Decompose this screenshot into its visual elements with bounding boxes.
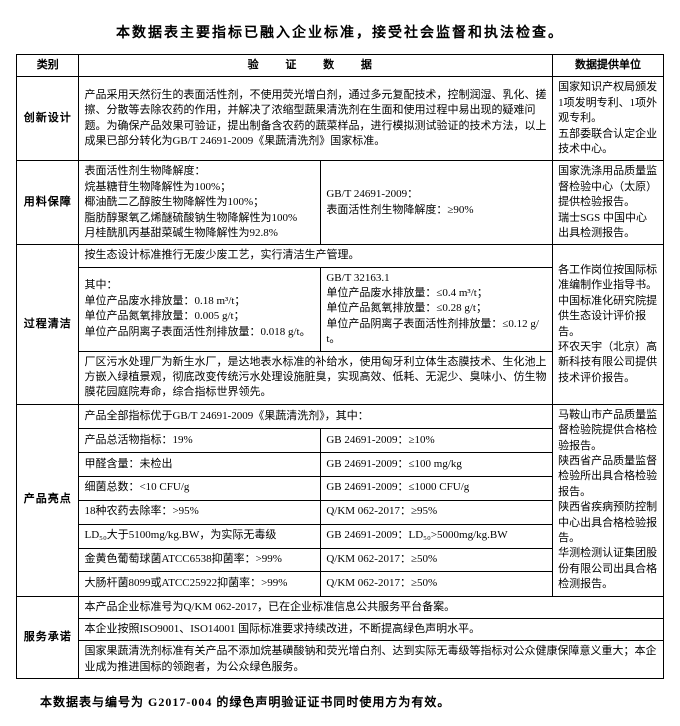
highlight-item-l: LD₅₀大于5100mg/kg.BW，为实际无毒级 — [79, 524, 321, 548]
highlight-item-l: 细菌总数：<10 CFU/g — [79, 476, 321, 500]
highlight-item-l: 大肠杆菌8099或ATCC25922抑菌率：>99% — [79, 572, 321, 596]
highlight-provider: 马鞍山市产品质量监督检验院提供合格检验报告。 陕西省产品质量监督检验所出具合格检… — [553, 404, 664, 596]
service-line1: 本产品企业标准号为Q/KM 062-2017，已在企业标准信息公共服务平台备案。 — [79, 596, 664, 618]
highlight-item-l: 金黄色葡萄球菌ATCC6538抑菌率：>99% — [79, 548, 321, 572]
service-line2: 本企业按照ISO9001、ISO14001 国际标准要求持续改进，不断提高绿色声… — [79, 618, 664, 640]
header-verify-data: 验 证 数 据 — [79, 55, 553, 77]
highlight-item-l: 产品总活物指标：19% — [79, 428, 321, 452]
header-provider: 数据提供单位 — [553, 55, 664, 77]
process-right: GB/T 32163.1 单位产品废水排放量：≤0.4 m³/t； 单位产品氮氧… — [321, 267, 553, 351]
data-table: 类别 验 证 数 据 数据提供单位 创新设计 产品采用天然衍生的表面活性剂，不使… — [16, 54, 664, 679]
highlight-item-r: GB 24691-2009：≥10% — [321, 428, 553, 452]
service-line3: 国家果蔬清洗剂标准有关产品不添加烷基磺酸钠和荧光增白剂、达到实际无毒级等指标对公… — [79, 641, 664, 679]
cat-service: 服务承诺 — [17, 596, 79, 679]
material-right: GB/T 24691-2009： 表面活性剂生物降解度：≥90% — [321, 161, 553, 245]
material-provider: 国家洗涤用品质量监督检验中心（太原）提供检验报告。 瑞士SGS 中国中心出具检测… — [553, 161, 664, 245]
highlight-item-r: GB 24691-2009：LD₅₀>5000mg/kg.BW — [321, 524, 553, 548]
cat-innovation: 创新设计 — [17, 77, 79, 161]
highlight-item-r: GB 24691-2009：≤100 mg/kg — [321, 452, 553, 476]
highlight-item-l: 甲醛含量：未检出 — [79, 452, 321, 476]
page-title: 本数据表主要指标已融入企业标准，接受社会监督和执法检查。 — [16, 22, 664, 42]
cat-material: 用料保障 — [17, 161, 79, 245]
highlight-top: 产品全部指标优于GB/T 24691-2009《果蔬清洗剂》，其中： — [79, 404, 553, 428]
innovation-body: 产品采用天然衍生的表面活性剂，不使用荧光增白剂，通过多元复配技术，控制润湿、乳化… — [79, 77, 553, 161]
cat-highlight: 产品亮点 — [17, 404, 79, 596]
process-line3: 厂区污水处理厂为新生水厂，是达地表水标准的补给水，使用匈牙利立体生态膜技术、生化… — [79, 351, 553, 404]
footer-note: 本数据表与编号为 G2017-004 的绿色声明验证证书同时使用方为有效。 — [16, 693, 664, 710]
process-line1: 按生态设计标准推行无废少废工艺，实行清洁生产管理。 — [79, 245, 553, 267]
header-category: 类别 — [17, 55, 79, 77]
highlight-item-r: Q/KM 062-2017：≥50% — [321, 572, 553, 596]
highlight-item-r: Q/KM 062-2017：≥50% — [321, 548, 553, 572]
process-provider: 各工作岗位按国际标准编制作业指导书。 中国标准化研究院提供生态设计评价报告。 环… — [553, 245, 664, 405]
highlight-item-r: Q/KM 062-2017：≥95% — [321, 500, 553, 524]
highlight-item-l: 18种农药去除率：>95% — [79, 500, 321, 524]
highlight-item-r: GB 24691-2009：≤1000 CFU/g — [321, 476, 553, 500]
innovation-provider: 国家知识产权局颁发1项发明专利、1项外观专利。 五部委联合认定企业技术中心。 — [553, 77, 664, 161]
process-left: 其中： 单位产品废水排放量：0.18 m³/t； 单位产品氮氧排放量：0.005… — [79, 267, 321, 351]
material-left: 表面活性剂生物降解度： 烷基糖苷生物降解性为100%； 椰油酰二乙醇胺生物降解性… — [79, 161, 321, 245]
cat-process: 过程清洁 — [17, 245, 79, 405]
